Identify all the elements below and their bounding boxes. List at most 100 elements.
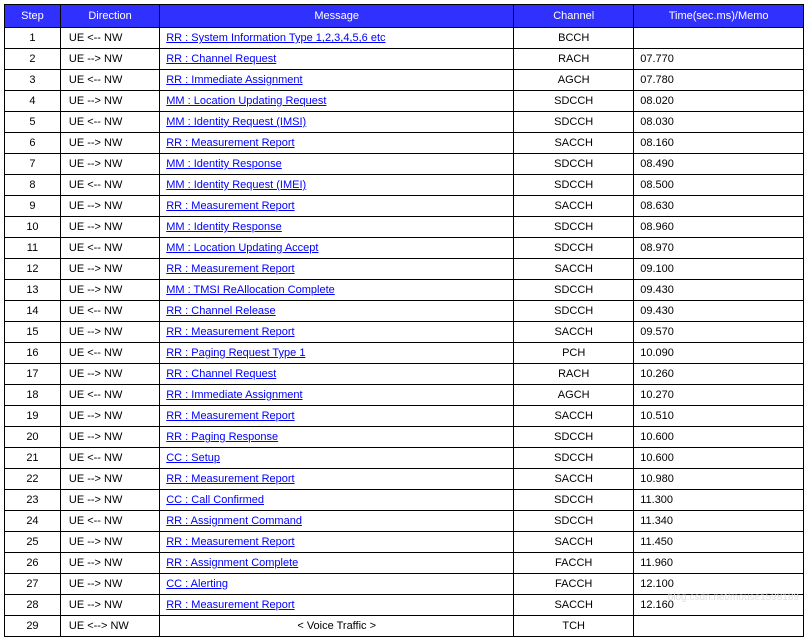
cell-step: 15 (5, 322, 61, 343)
message-link[interactable]: RR : Channel Request (166, 53, 276, 65)
cell-channel: SDCCH (514, 448, 634, 469)
cell-message: RR : Measurement Report (160, 469, 514, 490)
message-link[interactable]: RR : Paging Request Type 1 (166, 347, 305, 359)
message-link[interactable]: RR : Measurement Report (166, 137, 294, 149)
message-link[interactable]: CC : Setup (166, 452, 220, 464)
message-link[interactable]: MM : TMSI ReAllocation Complete (166, 284, 335, 296)
cell-message: CC : Call Confirmed (160, 490, 514, 511)
cell-message: RR : Channel Release (160, 301, 514, 322)
cell-step: 5 (5, 112, 61, 133)
cell-channel: SDCCH (514, 217, 634, 238)
cell-time: 08.030 (634, 112, 804, 133)
header-step: Step (5, 5, 61, 28)
message-link[interactable]: CC : Alerting (166, 578, 228, 590)
cell-message: MM : Location Updating Request (160, 91, 514, 112)
message-link[interactable]: RR : Measurement Report (166, 599, 294, 611)
message-link[interactable]: MM : Identity Response (166, 158, 282, 170)
cell-channel: AGCH (514, 385, 634, 406)
cell-time: 11.300 (634, 490, 804, 511)
cell-time: 10.600 (634, 448, 804, 469)
cell-time: 07.770 (634, 49, 804, 70)
message-link[interactable]: MM : Identity Request (IMSI) (166, 116, 306, 128)
cell-time: 07.780 (634, 70, 804, 91)
message-link[interactable]: MM : Identity Request (IMEI) (166, 179, 306, 191)
table-row: 14UE <-- NWRR : Channel ReleaseSDCCH09.4… (5, 301, 804, 322)
cell-message: RR : Measurement Report (160, 259, 514, 280)
message-link[interactable]: RR : Channel Request (166, 368, 276, 380)
cell-step: 24 (5, 511, 61, 532)
cell-message: MM : Identity Response (160, 217, 514, 238)
message-link[interactable]: RR : Measurement Report (166, 473, 294, 485)
table-row: 15UE --> NWRR : Measurement ReportSACCH0… (5, 322, 804, 343)
cell-time (634, 28, 804, 49)
message-link[interactable]: RR : Measurement Report (166, 536, 294, 548)
cell-step: 26 (5, 553, 61, 574)
cell-step: 2 (5, 49, 61, 70)
cell-direction: UE <-- NW (60, 70, 159, 91)
cell-time: 08.160 (634, 133, 804, 154)
cell-direction: UE --> NW (60, 595, 159, 616)
cell-direction: UE --> NW (60, 196, 159, 217)
cell-time: 08.020 (634, 91, 804, 112)
table-row: 11UE <-- NWMM : Location Updating Accept… (5, 238, 804, 259)
cell-message: < Voice Traffic > (160, 616, 514, 637)
cell-channel: PCH (514, 343, 634, 364)
cell-direction: UE <-- NW (60, 448, 159, 469)
cell-message: RR : Measurement Report (160, 322, 514, 343)
message-link[interactable]: MM : Location Updating Accept (166, 242, 318, 254)
cell-direction: UE <--> NW (60, 616, 159, 637)
cell-direction: UE --> NW (60, 217, 159, 238)
cell-channel: SDCCH (514, 238, 634, 259)
header-time: Time(sec.ms)/Memo (634, 5, 804, 28)
cell-message: CC : Alerting (160, 574, 514, 595)
cell-step: 4 (5, 91, 61, 112)
table-row: 12UE --> NWRR : Measurement ReportSACCH0… (5, 259, 804, 280)
cell-time: 10.260 (634, 364, 804, 385)
cell-direction: UE --> NW (60, 469, 159, 490)
cell-step: 27 (5, 574, 61, 595)
cell-channel: BCCH (514, 28, 634, 49)
message-link[interactable]: RR : Immediate Assignment (166, 389, 302, 401)
cell-message: RR : Measurement Report (160, 532, 514, 553)
message-link[interactable]: RR : System Information Type 1,2,3,4,5,6… (166, 32, 385, 44)
cell-channel: SDCCH (514, 91, 634, 112)
cell-direction: UE --> NW (60, 490, 159, 511)
cell-channel: SDCCH (514, 280, 634, 301)
message-link[interactable]: RR : Paging Response (166, 431, 278, 443)
table-row: 17UE --> NWRR : Channel RequestRACH10.26… (5, 364, 804, 385)
message-link[interactable]: RR : Measurement Report (166, 410, 294, 422)
cell-time: 10.270 (634, 385, 804, 406)
cell-step: 16 (5, 343, 61, 364)
cell-message: MM : Identity Response (160, 154, 514, 175)
cell-step: 20 (5, 427, 61, 448)
cell-step: 12 (5, 259, 61, 280)
header-message: Message (160, 5, 514, 28)
cell-message: RR : Paging Request Type 1 (160, 343, 514, 364)
table-row: 10UE --> NWMM : Identity ResponseSDCCH08… (5, 217, 804, 238)
cell-step: 21 (5, 448, 61, 469)
table-row: 29UE <--> NW< Voice Traffic >TCH (5, 616, 804, 637)
header-channel: Channel (514, 5, 634, 28)
message-link[interactable]: RR : Assignment Command (166, 515, 302, 527)
message-link[interactable]: MM : Location Updating Request (166, 95, 326, 107)
cell-direction: UE --> NW (60, 406, 159, 427)
message-link[interactable]: RR : Measurement Report (166, 200, 294, 212)
cell-direction: UE <-- NW (60, 112, 159, 133)
cell-time: 10.510 (634, 406, 804, 427)
cell-message: RR : Assignment Command (160, 511, 514, 532)
message-link[interactable]: RR : Measurement Report (166, 326, 294, 338)
cell-direction: UE <-- NW (60, 385, 159, 406)
message-link[interactable]: RR : Immediate Assignment (166, 74, 302, 86)
message-link[interactable]: RR : Measurement Report (166, 263, 294, 275)
cell-time: 08.970 (634, 238, 804, 259)
message-link[interactable]: CC : Call Confirmed (166, 494, 264, 506)
table-row: 24UE <-- NWRR : Assignment CommandSDCCH1… (5, 511, 804, 532)
message-link[interactable]: RR : Channel Release (166, 305, 275, 317)
cell-message: RR : Immediate Assignment (160, 385, 514, 406)
table-row: 3UE <-- NWRR : Immediate AssignmentAGCH0… (5, 70, 804, 91)
table-header-row: Step Direction Message Channel Time(sec.… (5, 5, 804, 28)
message-link[interactable]: RR : Assignment Complete (166, 557, 298, 569)
cell-channel: SACCH (514, 406, 634, 427)
cell-message: RR : Immediate Assignment (160, 70, 514, 91)
message-link[interactable]: MM : Identity Response (166, 221, 282, 233)
